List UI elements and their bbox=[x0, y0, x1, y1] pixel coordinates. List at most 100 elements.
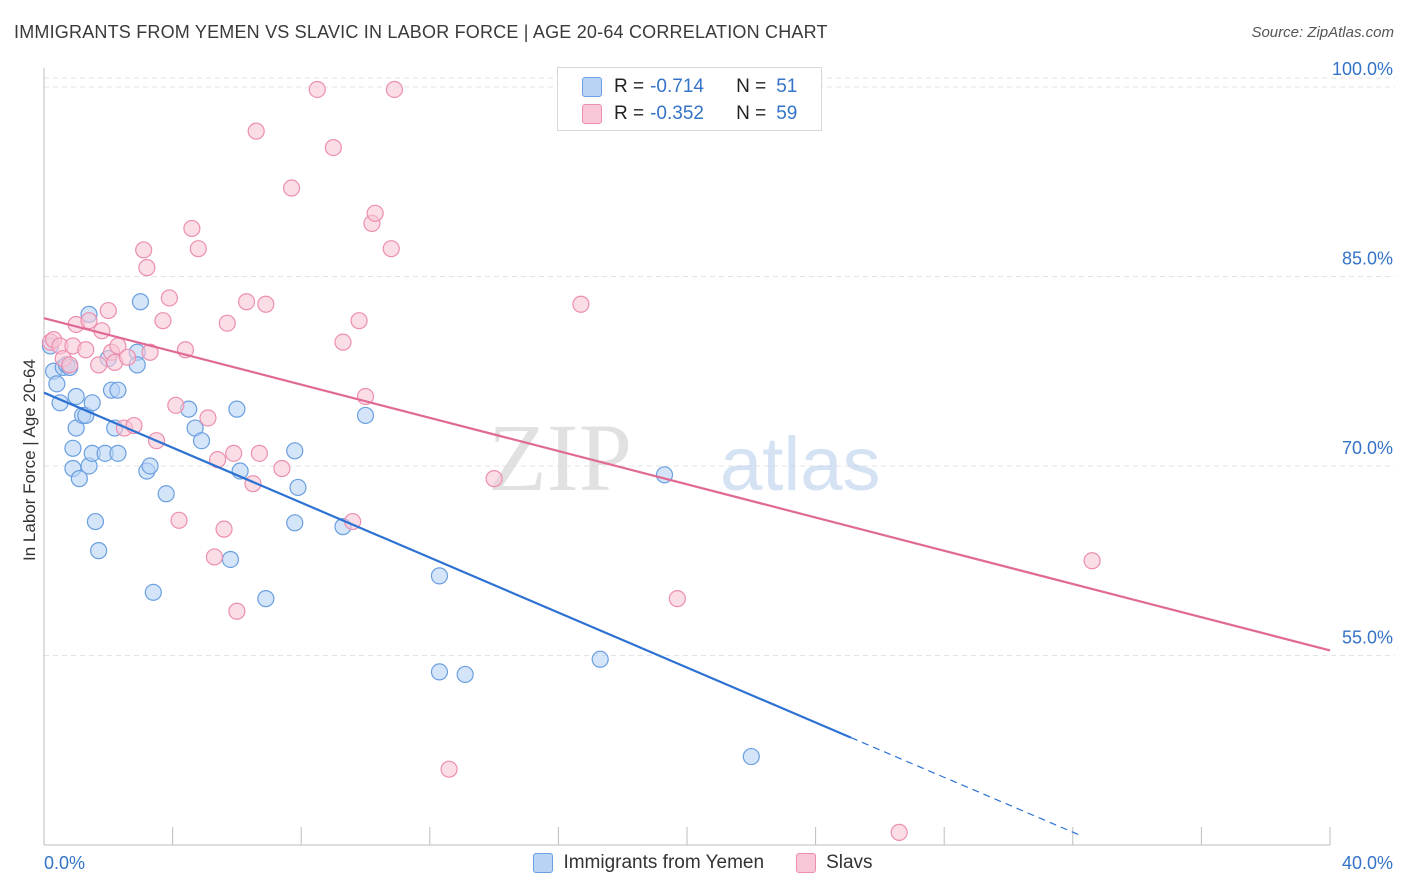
point-slavs bbox=[324, 138, 342, 157]
legend-n-value: 59 bbox=[776, 103, 798, 124]
point-slavs bbox=[237, 293, 256, 311]
legend-row-slavs: R = -0.352 N = 59 bbox=[582, 102, 797, 126]
point-yemen bbox=[67, 387, 85, 406]
point-slavs bbox=[257, 295, 275, 313]
series-swatch-pink bbox=[796, 853, 817, 873]
legend-r-label: R = bbox=[614, 103, 645, 124]
point-yemen bbox=[591, 650, 609, 668]
point-yemen bbox=[257, 590, 275, 608]
point-yemen bbox=[430, 567, 449, 585]
chart-title: IMMIGRANTS FROM YEMEN VS SLAVIC IN LABOR… bbox=[14, 22, 828, 42]
point-slavs bbox=[440, 760, 458, 778]
series-swatch-blue bbox=[533, 853, 554, 873]
point-slavs bbox=[228, 602, 246, 620]
series-legend: Immigrants from Yemen Slavs bbox=[0, 852, 1406, 874]
point-slavs bbox=[890, 823, 908, 841]
point-slavs bbox=[350, 312, 368, 330]
point-slavs bbox=[199, 409, 217, 427]
series-label-yemen: Immigrants from Yemen bbox=[563, 852, 765, 873]
watermark-zip: ZIP bbox=[488, 404, 632, 511]
point-yemen bbox=[157, 485, 175, 503]
legend-r-value: -0.352 bbox=[650, 103, 704, 124]
point-slavs bbox=[273, 459, 291, 478]
point-slavs bbox=[160, 289, 178, 307]
point-slavs bbox=[138, 259, 156, 277]
stats-legend: R = -0.714 N = 51 R = -0.352 N = 59 bbox=[557, 67, 822, 131]
point-slavs bbox=[154, 312, 172, 330]
trend-line-yemen bbox=[43, 391, 852, 739]
series-legend-yemen: Immigrants from Yemen bbox=[533, 852, 764, 874]
point-yemen bbox=[90, 542, 108, 560]
point-yemen bbox=[228, 400, 246, 418]
axes bbox=[43, 68, 1331, 846]
point-yemen bbox=[141, 457, 159, 475]
watermark: ZIP atlas bbox=[488, 404, 881, 511]
point-yemen bbox=[70, 470, 88, 488]
point-yemen bbox=[430, 663, 449, 681]
point-yemen bbox=[742, 747, 760, 766]
y-tick-label: 55.0% bbox=[1342, 627, 1393, 647]
point-slavs bbox=[366, 204, 384, 222]
point-yemen bbox=[192, 432, 211, 450]
point-yemen bbox=[64, 439, 82, 457]
point-slavs bbox=[183, 219, 201, 238]
legend-swatch-pink bbox=[582, 104, 602, 124]
legend-r-label: R = bbox=[614, 76, 645, 97]
legend-r-value: -0.714 bbox=[650, 76, 704, 97]
point-slavs bbox=[218, 314, 236, 332]
point-yemen bbox=[289, 478, 307, 497]
point-slavs bbox=[282, 179, 301, 197]
point-slavs bbox=[334, 333, 352, 351]
legend-swatch-blue bbox=[582, 77, 602, 97]
point-yemen bbox=[286, 514, 304, 532]
point-slavs bbox=[90, 356, 108, 374]
legend-row-yemen: R = -0.714 N = 51 bbox=[582, 75, 797, 99]
point-slavs bbox=[77, 341, 95, 359]
point-yemen bbox=[456, 665, 474, 684]
series-label-slavs: Slavs bbox=[826, 852, 873, 873]
point-slavs bbox=[61, 356, 79, 374]
point-yemen bbox=[109, 381, 127, 399]
point-slavs bbox=[99, 301, 117, 320]
legend-n-label: N = bbox=[736, 76, 767, 97]
point-yemen bbox=[83, 394, 101, 412]
point-yemen bbox=[221, 550, 240, 569]
point-yemen bbox=[131, 293, 150, 311]
point-slavs bbox=[135, 241, 153, 259]
point-slavs bbox=[485, 470, 503, 488]
watermark-atlas: atlas bbox=[720, 422, 881, 507]
point-yemen bbox=[48, 375, 66, 393]
y-tick-label: 70.0% bbox=[1342, 438, 1393, 458]
point-slavs bbox=[118, 348, 137, 366]
trend-lines bbox=[43, 317, 1331, 836]
grid-lines bbox=[44, 77, 1395, 656]
point-slavs bbox=[225, 444, 243, 462]
y-tick-label: 100.0% bbox=[1332, 59, 1393, 79]
point-slavs bbox=[382, 240, 400, 258]
data-points bbox=[41, 80, 1101, 841]
point-slavs bbox=[1083, 552, 1101, 570]
point-slavs bbox=[385, 80, 404, 99]
point-yemen bbox=[356, 406, 375, 425]
point-slavs bbox=[167, 396, 185, 414]
tick-labels: 55.0% 70.0% 85.0% 100.0% 0.0% 40.0% bbox=[44, 59, 1393, 873]
series-legend-slavs: Slavs bbox=[796, 852, 873, 874]
point-slavs bbox=[572, 295, 590, 313]
point-yemen bbox=[86, 512, 105, 531]
point-slavs bbox=[668, 590, 686, 608]
point-slavs bbox=[247, 122, 265, 140]
point-yemen bbox=[144, 583, 162, 601]
legend-n-label: N = bbox=[736, 103, 767, 124]
legend-n-value: 51 bbox=[776, 76, 798, 97]
x-tick-label-max: 40.0% bbox=[1342, 853, 1393, 873]
point-slavs bbox=[308, 80, 326, 99]
y-tick-label: 85.0% bbox=[1342, 248, 1393, 268]
source-label: Source: ZipAtlas.com bbox=[1251, 24, 1394, 41]
trend-line-slavs bbox=[43, 317, 1331, 652]
point-yemen bbox=[109, 444, 127, 462]
point-slavs bbox=[170, 511, 188, 529]
point-slavs bbox=[205, 548, 223, 566]
point-slavs bbox=[250, 444, 269, 462]
point-slavs bbox=[189, 240, 207, 258]
